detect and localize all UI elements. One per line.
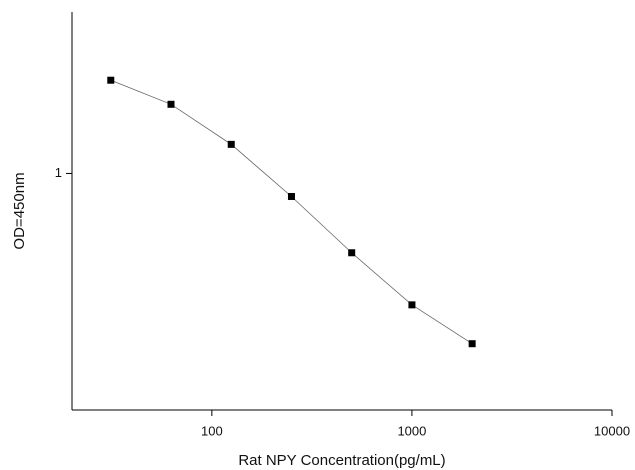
x-tick-label: 100 xyxy=(201,423,223,438)
y-tick-label: 1 xyxy=(55,165,62,180)
y-axis-title: OD=450nm xyxy=(11,172,28,249)
point xyxy=(167,100,175,108)
x-axis-title: Rat NPY Concentration(pg/mL) xyxy=(238,452,445,469)
point xyxy=(468,340,476,348)
x-tick-label: 10000 xyxy=(594,423,630,438)
curve xyxy=(110,79,473,345)
point xyxy=(107,76,115,84)
point xyxy=(227,140,235,148)
point xyxy=(287,192,295,200)
x-tick-label: 1000 xyxy=(397,423,426,438)
point xyxy=(348,249,356,257)
point xyxy=(408,301,416,309)
